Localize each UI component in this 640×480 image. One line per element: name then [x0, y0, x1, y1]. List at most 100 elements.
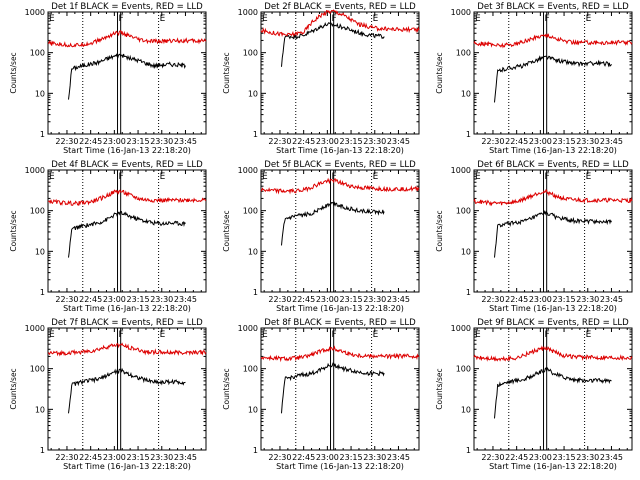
marker-label: F [545, 14, 550, 24]
x-tick-label: 23:00 [529, 137, 552, 146]
y-axis-label: Counts/sec [9, 52, 18, 93]
y-tick-label: 1000 [238, 324, 258, 333]
y-tick-label: 100 [30, 207, 45, 216]
y-tick-label: 10 [248, 89, 258, 98]
plot-frame [473, 11, 633, 135]
x-tick-label: 22:45 [505, 295, 528, 304]
y-axis-label: Counts/sec [222, 368, 231, 409]
x-tick-label: 23:30 [150, 137, 173, 146]
x-tick-label: 23:45 [174, 453, 197, 462]
x-axis-label: Start Time (16-Jan-13 22:18:20) [489, 304, 617, 313]
lld-series-line [473, 189, 633, 207]
marker-label: F [119, 330, 124, 340]
y-axis-label: Counts/sec [222, 210, 231, 251]
y-tick-label: 1 [40, 288, 45, 297]
events-series-line [281, 21, 385, 67]
marker-label: E [160, 172, 166, 182]
y-tick-label: 1000 [238, 166, 258, 175]
x-tick-label: 22:30 [268, 137, 291, 146]
chart-title: Det 7f BLACK = Events, RED = LLD [51, 318, 203, 328]
x-tick-label: 22:30 [481, 295, 504, 304]
marker-label: E [475, 172, 481, 182]
x-tick-label: 23:15 [127, 453, 150, 462]
y-axis-label: Counts/sec [435, 210, 444, 251]
marker-label: E [262, 330, 268, 340]
chart-panel-5: Det 5f BLACK = Events, RED = LLD 1 10 100 10… [222, 160, 420, 313]
chart-panel-8: Det 8f BLACK = Events, RED = LLD 1 10 100 10… [222, 318, 420, 471]
x-tick-label: 23:15 [553, 453, 576, 462]
x-axis-label: Start Time (16-Jan-13 22:18:20) [63, 462, 191, 471]
events-series-line [494, 209, 612, 258]
x-tick-label: 23:30 [576, 295, 599, 304]
y-tick-label: 100 [456, 207, 471, 216]
chart-title: Det 1f BLACK = Events, RED = LLD [51, 2, 203, 12]
marker-label: E [373, 14, 379, 24]
events-series-line [68, 53, 186, 100]
x-tick-label: 23:45 [174, 295, 197, 304]
x-tick-label: 23:15 [127, 295, 150, 304]
events-series-line [281, 201, 385, 246]
lld-series-line [473, 345, 633, 362]
y-tick-label: 1000 [25, 324, 45, 333]
plot-frame [260, 169, 420, 293]
y-axis-label: Counts/sec [435, 368, 444, 409]
x-axis-label: Start Time (16-Jan-13 22:18:20) [276, 146, 404, 155]
x-tick-label: 23:15 [553, 137, 576, 146]
events-series-line [68, 210, 186, 258]
plot-frame [47, 169, 207, 293]
marker-label: E [160, 14, 166, 24]
marker-label: F [332, 172, 337, 182]
x-tick-label: 23:00 [316, 137, 339, 146]
x-tick-label: 22:30 [268, 295, 291, 304]
x-tick-label: 22:30 [55, 295, 78, 304]
x-tick-label: 23:45 [387, 453, 410, 462]
chart-title: Det 5f BLACK = Events, RED = LLD [264, 160, 416, 170]
plot-frame [260, 327, 420, 451]
x-tick-label: 23:15 [340, 453, 363, 462]
x-tick-label: 22:45 [505, 137, 528, 146]
chart-panel-3: Det 3f BLACK = Events, RED = LLD 1 10 100 10… [435, 2, 633, 155]
x-tick-label: 23:45 [387, 295, 410, 304]
events-series-line [494, 55, 612, 103]
y-tick-label: 10 [461, 89, 471, 98]
y-axis-label: Counts/sec [435, 52, 444, 93]
chart-panel-4: Det 4f BLACK = Events, RED = LLD 1 10 100 10… [9, 160, 207, 313]
marker-label: E [586, 14, 592, 24]
x-tick-label: 23:45 [387, 137, 410, 146]
y-axis-label: Counts/sec [222, 52, 231, 93]
y-tick-label: 1000 [451, 166, 471, 175]
y-tick-label: 100 [456, 49, 471, 58]
marker-label: E [373, 172, 379, 182]
chart-title: Det 8f BLACK = Events, RED = LLD [264, 318, 416, 328]
y-tick-label: 100 [243, 207, 258, 216]
lld-series-line [473, 33, 633, 49]
lld-series-line [47, 189, 206, 206]
y-tick-label: 1000 [451, 324, 471, 333]
marker-label: E [475, 14, 481, 24]
x-tick-label: 23:30 [576, 137, 599, 146]
x-tick-label: 22:30 [481, 137, 504, 146]
x-tick-label: 23:45 [600, 295, 623, 304]
marker-label: F [119, 14, 124, 24]
y-tick-label: 10 [248, 247, 258, 256]
x-tick-label: 23:00 [316, 295, 339, 304]
x-tick-label: 23:15 [553, 295, 576, 304]
plot-frame [260, 11, 420, 135]
marker-label: F [545, 172, 550, 182]
x-tick-label: 23:15 [340, 295, 363, 304]
y-tick-label: 1 [253, 446, 258, 455]
x-tick-label: 23:00 [103, 295, 126, 304]
x-tick-label: 22:30 [268, 453, 291, 462]
y-tick-label: 1000 [25, 8, 45, 17]
marker-label: E [586, 172, 592, 182]
y-tick-label: 10 [461, 247, 471, 256]
y-tick-label: 100 [30, 49, 45, 58]
y-tick-label: 1000 [238, 8, 258, 17]
y-tick-label: 10 [248, 405, 258, 414]
plot-frame [47, 327, 207, 451]
y-tick-label: 1 [253, 288, 258, 297]
x-axis-label: Start Time (16-Jan-13 22:18:20) [63, 304, 191, 313]
x-axis-label: Start Time (16-Jan-13 22:18:20) [489, 462, 617, 471]
x-tick-label: 23:15 [340, 137, 363, 146]
